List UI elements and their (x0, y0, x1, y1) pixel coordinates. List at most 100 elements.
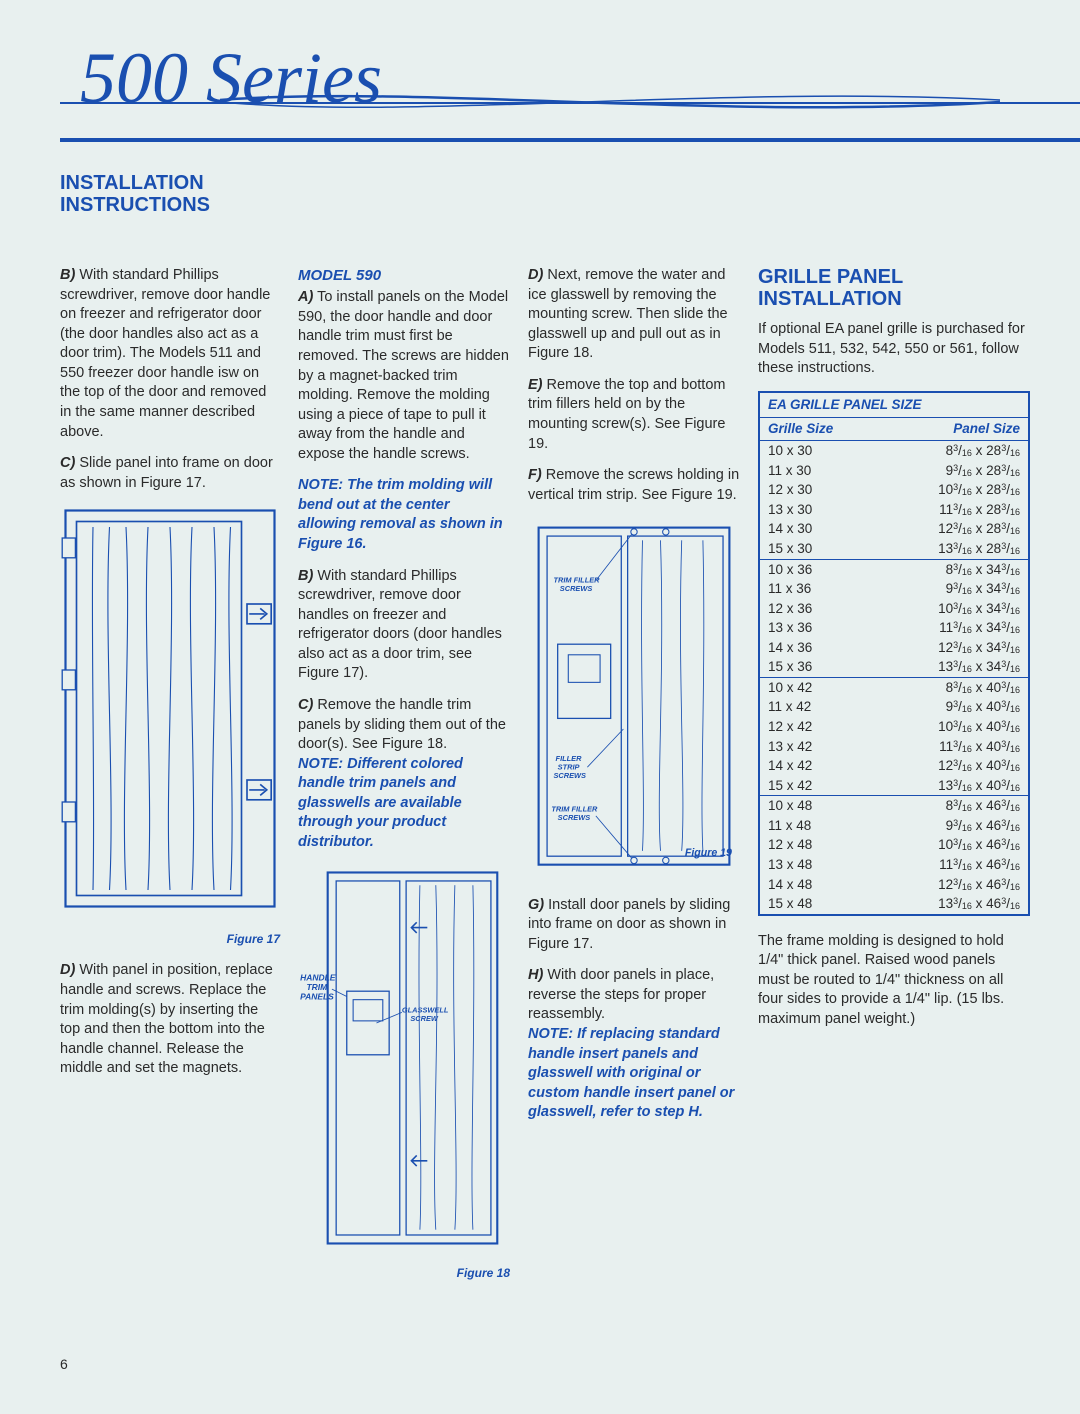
header-rule-thick (60, 138, 1080, 142)
cell-panel-size: 93/16 x 343/16 (846, 579, 1020, 599)
table-row: 14 x 36123/16 x 343/16 (760, 638, 1028, 658)
grille-panel-size-table: EA GRILLE PANEL SIZE Grille Size Panel S… (758, 391, 1030, 916)
title-line2: INSTRUCTIONS (60, 194, 210, 216)
cell-panel-size: 123/16 x 463/16 (846, 875, 1020, 895)
table-row: 12 x 30103/16 x 283/16 (760, 480, 1028, 500)
table-row: 13 x 48113/16 x 463/16 (760, 855, 1028, 875)
table-row: 10 x 4283/16 x 403/16 (760, 678, 1028, 698)
svg-text:SCREW: SCREW (410, 1014, 439, 1023)
table-row: 15 x 30133/16 x 283/16 (760, 539, 1028, 559)
cell-grille-size: 15 x 30 (768, 539, 846, 559)
cell-grille-size: 15 x 48 (768, 894, 846, 914)
table-row: 12 x 48103/16 x 463/16 (760, 835, 1028, 855)
column-2: MODEL 590 A) To install panels on the Mo… (298, 266, 510, 1295)
col2-step-c: C) Remove the handle trim panels by slid… (298, 696, 510, 853)
cell-panel-size: 93/16 x 463/16 (846, 816, 1020, 836)
title-line1: INSTALLATION (60, 172, 204, 194)
figure-17-caption: Figure 17 (60, 931, 280, 947)
svg-text:PANELS: PANELS (300, 992, 334, 1002)
cell-panel-size: 133/16 x 343/16 (846, 657, 1020, 677)
cell-panel-size: 103/16 x 283/16 (846, 480, 1020, 500)
cell-panel-size: 113/16 x 463/16 (846, 855, 1020, 875)
page-title: INSTALLATION INSTRUCTIONS (60, 172, 1030, 216)
figure-19-illustration: TRIM FILLER SCREWS FILLER STRIP SCREWS T… (528, 517, 740, 877)
col2-step-a: A) To install panels on the Model 590, t… (298, 288, 510, 464)
table-row: 15 x 42133/16 x 403/16 (760, 776, 1028, 796)
cell-panel-size: 133/16 x 283/16 (846, 539, 1020, 559)
grille-footer-note: The frame molding is designed to hold 1/… (758, 932, 1030, 1030)
table-row: 15 x 36133/16 x 343/16 (760, 657, 1028, 677)
svg-text:SCREWS: SCREWS (560, 584, 593, 593)
cell-grille-size: 12 x 30 (768, 480, 846, 500)
cell-panel-size: 113/16 x 283/16 (846, 500, 1020, 520)
grille-panel-heading: GRILLE PANEL INSTALLATION (758, 266, 1030, 310)
table-group: 10 x 4883/16 x 463/1611 x 4893/16 x 463/… (760, 796, 1028, 913)
table-col-grille-size: Grille Size (760, 418, 894, 440)
table-row: 14 x 42123/16 x 403/16 (760, 756, 1028, 776)
table-row: 14 x 48123/16 x 463/16 (760, 875, 1028, 895)
page-number: 6 (60, 1355, 1030, 1374)
cell-grille-size: 12 x 42 (768, 717, 846, 737)
table-group: 10 x 4283/16 x 403/1611 x 4293/16 x 403/… (760, 678, 1028, 796)
cell-grille-size: 11 x 48 (768, 816, 846, 836)
table-row: 15 x 48133/16 x 463/16 (760, 894, 1028, 914)
cell-grille-size: 14 x 36 (768, 638, 846, 658)
table-row: 11 x 4293/16 x 403/16 (760, 697, 1028, 717)
svg-text:HANDLE: HANDLE (300, 973, 336, 983)
col1-step-c: C) Slide panel into frame on door as sho… (60, 454, 280, 493)
figure-18-caption: Figure 18 (298, 1265, 510, 1281)
body-columns: B) With standard Phillips screwdriver, r… (60, 266, 1030, 1295)
svg-text:Figure 19: Figure 19 (685, 847, 732, 859)
cell-panel-size: 103/16 x 463/16 (846, 835, 1020, 855)
table-header-row: Grille Size Panel Size (760, 418, 1028, 441)
cell-grille-size: 11 x 30 (768, 461, 846, 481)
table-row: 12 x 42103/16 x 403/16 (760, 717, 1028, 737)
col3-step-f: F) Remove the screws holding in vertical… (528, 466, 740, 505)
cell-grille-size: 10 x 48 (768, 796, 846, 816)
cell-grille-size: 15 x 42 (768, 776, 846, 796)
cell-grille-size: 14 x 48 (768, 875, 846, 895)
cell-grille-size: 13 x 30 (768, 500, 846, 520)
cell-panel-size: 133/16 x 463/16 (846, 894, 1020, 914)
col2-step-b: B) With standard Phillips screwdriver, r… (298, 567, 510, 684)
cell-grille-size: 13 x 42 (768, 737, 846, 757)
table-row: 11 x 3093/16 x 283/16 (760, 461, 1028, 481)
cell-grille-size: 12 x 48 (768, 835, 846, 855)
col3-step-d: D) Next, remove the water and ice glassw… (528, 266, 740, 364)
cell-grille-size: 14 x 42 (768, 756, 846, 776)
cell-panel-size: 103/16 x 403/16 (846, 717, 1020, 737)
cell-grille-size: 14 x 30 (768, 519, 846, 539)
cell-panel-size: 123/16 x 343/16 (846, 638, 1020, 658)
col1-step-b: B) With standard Phillips screwdriver, r… (60, 266, 280, 442)
svg-text:TRIM: TRIM (306, 983, 328, 993)
cell-grille-size: 13 x 48 (768, 855, 846, 875)
col3-step-h: H) With door panels in place, reverse th… (528, 966, 740, 1123)
table-row: 13 x 42113/16 x 403/16 (760, 737, 1028, 757)
cell-grille-size: 10 x 36 (768, 560, 846, 580)
table-row: 10 x 3683/16 x 343/16 (760, 560, 1028, 580)
cell-grille-size: 11 x 36 (768, 579, 846, 599)
table-row: 10 x 4883/16 x 463/16 (760, 796, 1028, 816)
svg-text:SCREWS: SCREWS (558, 813, 591, 822)
column-4: GRILLE PANEL INSTALLATION If optional EA… (758, 266, 1030, 1295)
cell-grille-size: 12 x 36 (768, 599, 846, 619)
col3-step-g: G) Install door panels by sliding into f… (528, 896, 740, 955)
cell-panel-size: 83/16 x 343/16 (846, 560, 1020, 580)
page: 500 Series INSTALLATION INSTRUCTIONS B) … (0, 0, 1080, 1414)
cell-panel-size: 103/16 x 343/16 (846, 599, 1020, 619)
cell-panel-size: 113/16 x 343/16 (846, 618, 1020, 638)
col1-step-d: D) With panel in position, replace handl… (60, 961, 280, 1078)
model-590-heading: MODEL 590 (298, 266, 510, 286)
cell-panel-size: 83/16 x 463/16 (846, 796, 1020, 816)
table-group: 10 x 3683/16 x 343/1611 x 3693/16 x 343/… (760, 560, 1028, 678)
table-body: 10 x 3083/16 x 283/1611 x 3093/16 x 283/… (760, 441, 1028, 914)
table-group: 10 x 3083/16 x 283/1611 x 3093/16 x 283/… (760, 441, 1028, 559)
cell-grille-size: 10 x 42 (768, 678, 846, 698)
cell-panel-size: 93/16 x 403/16 (846, 697, 1020, 717)
cell-panel-size: 93/16 x 283/16 (846, 461, 1020, 481)
cell-grille-size: 10 x 30 (768, 441, 846, 461)
column-3: D) Next, remove the water and ice glassw… (528, 266, 740, 1295)
table-title: EA GRILLE PANEL SIZE (760, 393, 1028, 418)
svg-text:SCREWS: SCREWS (553, 771, 586, 780)
grille-intro: If optional EA panel grille is purchased… (758, 320, 1030, 379)
